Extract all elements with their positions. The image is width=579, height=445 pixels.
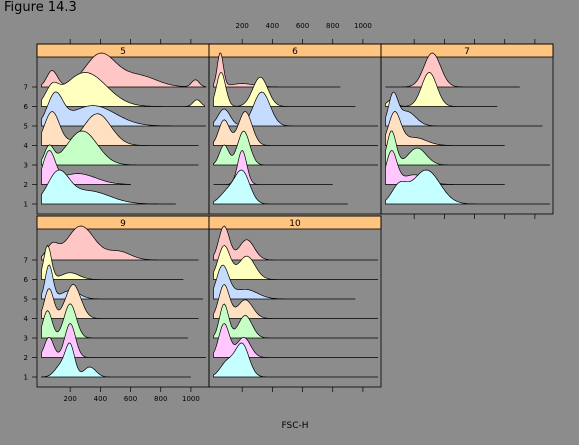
density-ridge-2 [213, 323, 378, 358]
y-tick-label: 6 [24, 103, 29, 111]
y-tick-label: 6 [24, 276, 29, 284]
density-ridge-4 [213, 111, 378, 146]
y-tick-label: 3 [24, 335, 28, 343]
panel-5: 5 [36, 43, 210, 215]
panel-border [208, 215, 382, 388]
density-ridge-7 [213, 52, 341, 88]
y-tick-label: 1 [24, 374, 28, 382]
density-ridge-6 [213, 245, 378, 280]
x-tick-label: 400 [266, 22, 279, 30]
panel-strip-label: 5 [120, 47, 126, 57]
density-ridge-1 [41, 342, 191, 378]
panel-9: 9 [36, 215, 210, 388]
density-ridge-7 [385, 52, 520, 88]
panel-strip-label: 7 [464, 47, 470, 57]
y-tick-label: 1 [24, 201, 28, 209]
y-tick-label: 5 [24, 123, 28, 131]
density-ridge-7 [41, 52, 207, 88]
density-ridge-5 [385, 91, 543, 127]
density-ridge-5 [213, 91, 378, 127]
x-tick-label: 800 [326, 22, 339, 30]
x-tick-label: 800 [154, 395, 167, 403]
density-ridge-3 [385, 130, 550, 166]
y-tick-label: 7 [24, 84, 28, 92]
density-ridge-5 [41, 91, 206, 127]
x-tick-label: 200 [63, 395, 76, 403]
density-ridge-3 [213, 303, 378, 339]
density-ridge-6 [41, 72, 205, 107]
y-tick-label: 7 [24, 257, 28, 265]
density-ridge-2 [41, 323, 206, 358]
panel-7: 7 [380, 43, 554, 215]
density-ridge-6 [213, 72, 356, 107]
density-ridge-5 [41, 264, 203, 300]
x-tick-label: 600 [124, 395, 137, 403]
y-tick-label: 4 [24, 315, 29, 323]
density-ridge-1 [41, 169, 176, 205]
x-tick-label: 400 [94, 395, 107, 403]
panel-10: 10 [208, 215, 382, 388]
y-tick-label: 2 [24, 181, 28, 189]
y-tick-label: 5 [24, 296, 28, 304]
density-ridge-6 [41, 244, 184, 280]
density-ridge-7 [213, 225, 378, 261]
density-ridge-7 [41, 225, 199, 261]
x-tick-label: 1000 [354, 22, 372, 30]
density-ridge-5 [213, 264, 356, 300]
y-tick-label: 4 [24, 142, 29, 150]
density-ridge-1 [213, 342, 378, 378]
x-tick-label: 600 [296, 22, 309, 30]
density-ridge-3 [41, 130, 199, 166]
figure-title: Figure 14.3 [4, 0, 77, 15]
panel-strip-label: 6 [292, 47, 298, 57]
density-ridge-4 [213, 284, 378, 319]
x-axis-title: FSC-H [281, 421, 308, 431]
panel-strip-label: 9 [120, 219, 126, 229]
y-tick-label: 2 [24, 354, 28, 362]
panel-border [380, 43, 554, 215]
x-tick-label: 200 [235, 22, 248, 30]
density-ridge-4 [385, 111, 505, 146]
x-tick-label: 1000 [182, 395, 200, 403]
density-ridge-3 [41, 303, 188, 339]
panel-strip-label: 10 [289, 219, 301, 229]
density-ridge-4 [41, 284, 199, 319]
density-ridge-1 [213, 169, 348, 205]
density-ridge-2 [385, 150, 505, 185]
density-ridge-3 [213, 130, 378, 166]
density-ridge-1 [385, 169, 550, 205]
y-tick-label: 3 [24, 162, 28, 170]
panel-6: 6 [208, 43, 382, 215]
